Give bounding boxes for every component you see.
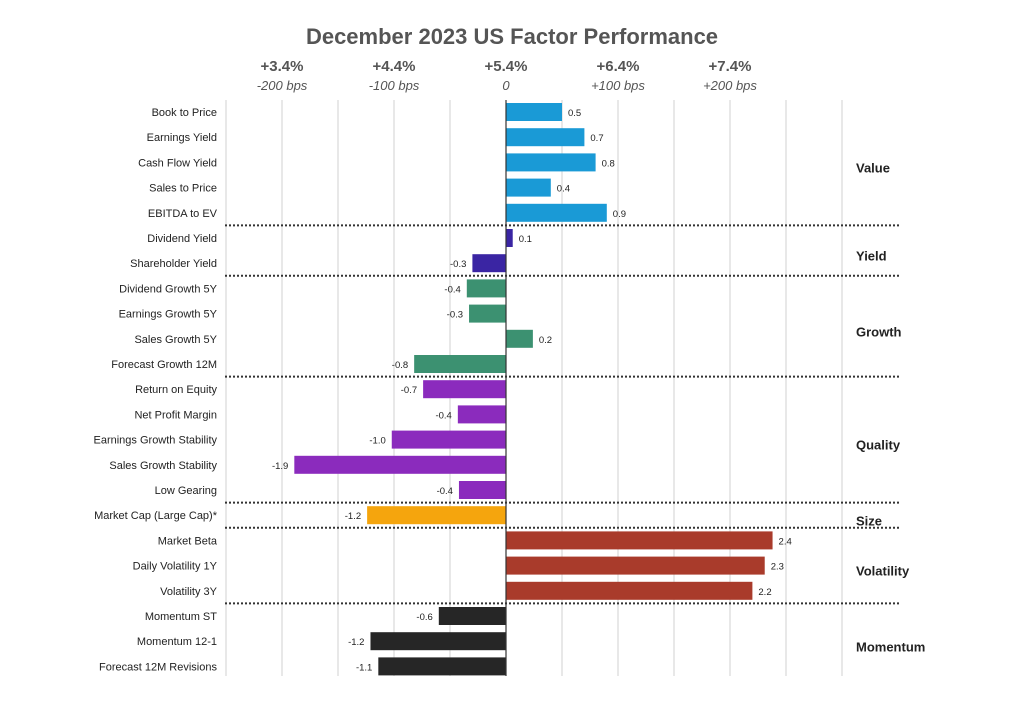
bar	[506, 556, 765, 575]
bar	[469, 304, 506, 323]
bar-value-label: 0.2	[539, 335, 552, 346]
bar	[367, 506, 506, 525]
bar-value-label: -0.4	[435, 410, 451, 421]
bar-value-label: -1.2	[348, 637, 364, 648]
x-tick-return-label: +5.4%	[485, 58, 528, 75]
bar	[466, 279, 506, 298]
bar	[506, 153, 596, 172]
bar	[506, 531, 773, 550]
bar-value-label: -0.8	[392, 360, 408, 371]
category-label: Sales to Price	[149, 183, 217, 195]
bar-value-label: -1.2	[345, 511, 361, 522]
category-label: Forecast 12M Revisions	[99, 661, 217, 673]
bar	[506, 203, 607, 222]
bar-value-label: -1.0	[369, 436, 385, 447]
bar	[506, 229, 513, 247]
bar-value-label: 2.3	[771, 562, 784, 573]
bar-value-label: 0.9	[613, 209, 626, 220]
category-label: Daily Volatility 1Y	[133, 561, 218, 573]
category-label: Earnings Growth 5Y	[119, 309, 218, 321]
chart-title: December 2023 US Factor Performance	[305, 24, 719, 49]
x-tick-bps-label: +200 bps	[703, 78, 757, 93]
group-label: Quality	[856, 438, 901, 453]
bar-value-label: 0.7	[590, 133, 603, 144]
bar-value-label: 0.8	[602, 158, 615, 169]
category-label: EBITDA to EV	[148, 208, 218, 220]
bar	[414, 355, 506, 373]
x-tick-bps-label: -200 bps	[257, 78, 308, 93]
bar	[391, 430, 506, 449]
bar	[506, 581, 753, 600]
category-label: Return on Equity	[135, 384, 217, 396]
bar	[457, 405, 506, 424]
category-label: Earnings Yield	[147, 132, 217, 144]
x-tick-return-label: +3.4%	[261, 58, 304, 75]
group-label: Value	[856, 160, 890, 175]
group-label: Growth	[856, 324, 902, 339]
bar	[378, 657, 506, 676]
category-label: Sales Growth 5Y	[134, 334, 217, 346]
bar	[472, 254, 506, 273]
bar-value-label: 2.2	[758, 587, 771, 598]
bar-value-label: 2.4	[779, 536, 792, 547]
bar-value-label: -0.4	[437, 486, 453, 497]
x-tick-return-label: +7.4%	[709, 58, 752, 75]
bar-value-label: -0.7	[401, 385, 417, 396]
category-label: Forecast Growth 12M	[111, 359, 217, 371]
bar	[370, 632, 506, 651]
x-tick-bps-label: 0	[502, 78, 510, 93]
bar	[506, 329, 533, 348]
group-label: Volatility	[856, 564, 910, 579]
bar-value-label: -1.9	[272, 461, 288, 472]
category-label: Shareholder Yield	[130, 258, 217, 270]
bar	[506, 128, 585, 147]
bar-value-label: 0.1	[519, 234, 532, 245]
category-label: Dividend Growth 5Y	[119, 283, 217, 295]
bar-value-label: -0.4	[444, 284, 460, 295]
x-tick-return-label: +6.4%	[597, 58, 640, 75]
category-label: Volatility 3Y	[160, 586, 218, 598]
group-label: Size	[856, 513, 882, 528]
bar	[506, 178, 551, 197]
group-label: Yield	[856, 249, 887, 264]
category-label: Momentum 12-1	[137, 636, 217, 648]
group-label: Momentum	[856, 639, 925, 654]
category-label: Market Cap (Large Cap)*	[94, 510, 218, 522]
category-label: Sales Growth Stability	[109, 460, 217, 472]
bar	[423, 380, 506, 399]
x-tick-return-label: +4.4%	[373, 58, 416, 75]
bar-value-label: 0.4	[557, 184, 570, 195]
x-tick-bps-label: +100 bps	[591, 78, 645, 93]
bar-value-label: -0.6	[416, 612, 432, 623]
category-label: Dividend Yield	[147, 233, 217, 245]
bar	[438, 607, 506, 625]
category-label: Book to Price	[152, 107, 217, 119]
category-label: Market Beta	[158, 535, 218, 547]
bar-value-label: 0.5	[568, 108, 581, 119]
bar-value-label: -1.1	[356, 662, 372, 673]
category-label: Cash Flow Yield	[138, 157, 217, 169]
bar	[458, 481, 506, 499]
bar	[506, 103, 562, 121]
category-label: Momentum ST	[145, 611, 217, 623]
x-tick-bps-label: -100 bps	[369, 78, 420, 93]
bar-value-label: -0.3	[450, 259, 466, 270]
category-label: Earnings Growth Stability	[94, 435, 218, 447]
bar-value-label: -0.3	[447, 310, 463, 321]
category-label: Low Gearing	[155, 485, 217, 497]
category-label: Net Profit Margin	[134, 409, 217, 421]
bar	[294, 455, 506, 474]
